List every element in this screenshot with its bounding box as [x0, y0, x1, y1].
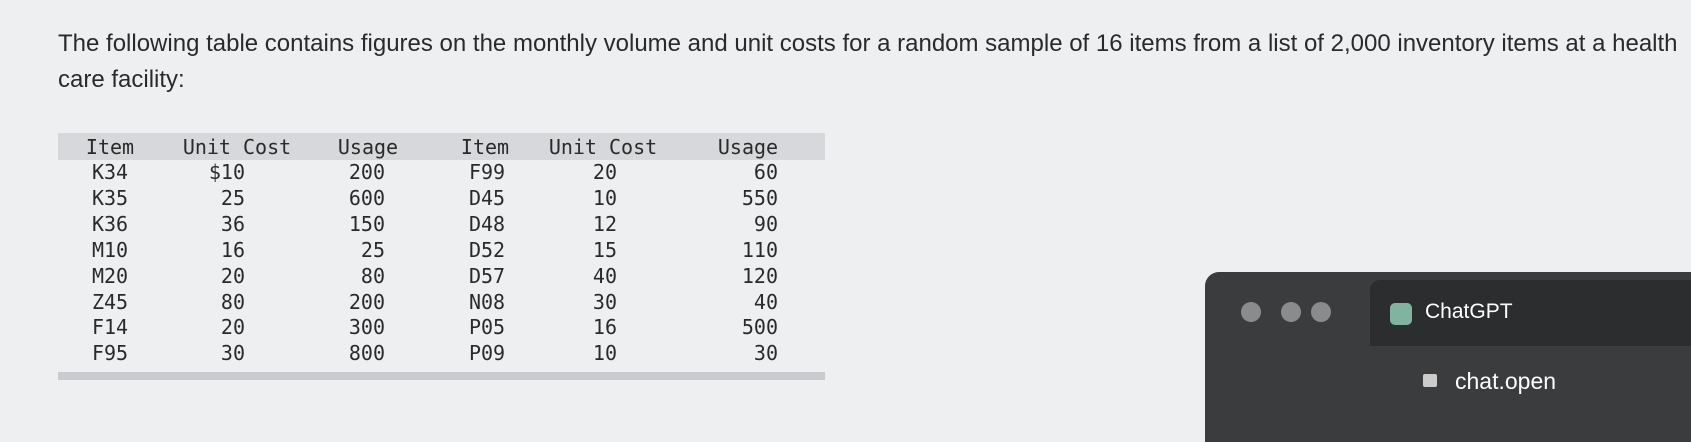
page: The following table contains figures on … [58, 30, 1691, 442]
column-header: Unit Cost [182, 135, 292, 159]
table-cell: K34 [91, 160, 129, 184]
table-cell: 10 [592, 185, 617, 210]
header-band [58, 133, 825, 160]
table-cell: 30 [753, 341, 778, 366]
table-cell: 12 [592, 211, 617, 236]
window-button[interactable] [1311, 302, 1331, 322]
table-cell: 15 [592, 237, 617, 262]
table-cell: 80 [360, 263, 385, 288]
table-cell: D45 [468, 185, 506, 210]
intro-text: The following table contains figures on … [58, 30, 1678, 93]
table-cell: 80 [220, 289, 245, 314]
window-button[interactable] [1281, 302, 1301, 322]
table-cell: P05 [468, 315, 506, 340]
table-cell: 200 [348, 289, 385, 314]
table-cell: 30 [592, 289, 617, 314]
column-header: Item [460, 135, 510, 159]
table-cell: D48 [468, 211, 506, 236]
table-cell: N08 [468, 289, 506, 314]
table-cell: 120 [741, 263, 778, 288]
table-cell: Z45 [91, 289, 129, 314]
tab[interactable]: ChatGPT [1370, 280, 1691, 346]
table-cell: 36 [220, 211, 245, 236]
table-cell: 40 [753, 289, 778, 314]
table-cell: 20 [592, 160, 617, 184]
table-cell: 16 [592, 315, 617, 340]
table-cell: 110 [741, 237, 778, 262]
table-cell: 150 [348, 211, 385, 236]
table-cell: F95 [91, 341, 129, 366]
column-header: Usage [337, 135, 399, 159]
table-cell: 500 [741, 315, 778, 340]
table-cell: D57 [468, 263, 506, 288]
table-cell: 200 [348, 160, 385, 184]
table-cell: 20 [220, 315, 245, 340]
table-cell: 600 [348, 185, 385, 210]
table-cell: 60 [753, 160, 778, 184]
table-cell: 25 [360, 237, 385, 262]
table-cell: 550 [741, 185, 778, 210]
table-cell: $10 [208, 160, 245, 184]
window-button[interactable] [1241, 302, 1261, 322]
table-cell: 25 [220, 185, 245, 210]
table-cell: 20 [220, 263, 245, 288]
tab-title: ChatGPT [1425, 300, 1513, 323]
table-cell: D52 [468, 237, 506, 262]
table-cell: 300 [348, 315, 385, 340]
url[interactable]: chat.open [1455, 368, 1557, 394]
table-cell: 800 [348, 341, 385, 366]
table-cell: 10 [592, 341, 617, 366]
table-cell: M20 [91, 263, 129, 288]
table-cell: 30 [220, 341, 245, 366]
table-cell: K36 [91, 211, 129, 236]
table-cell: F99 [468, 160, 506, 184]
browser-window: ChatGPT chat.open [1205, 272, 1691, 442]
table-cell: 40 [592, 263, 617, 288]
table-cell: M10 [91, 237, 129, 262]
table-cell: F14 [91, 315, 129, 340]
table-cell: P09 [468, 341, 506, 366]
table-cell: 90 [753, 211, 778, 236]
table-cell: 16 [220, 237, 245, 262]
scrollbar [58, 372, 825, 380]
column-header: Unit Cost [548, 135, 658, 159]
column-header: Usage [717, 135, 779, 159]
tab-icon [1390, 303, 1412, 325]
column-header: Item [85, 135, 135, 159]
table-cell: K35 [91, 185, 129, 210]
lock-icon [1423, 374, 1437, 387]
